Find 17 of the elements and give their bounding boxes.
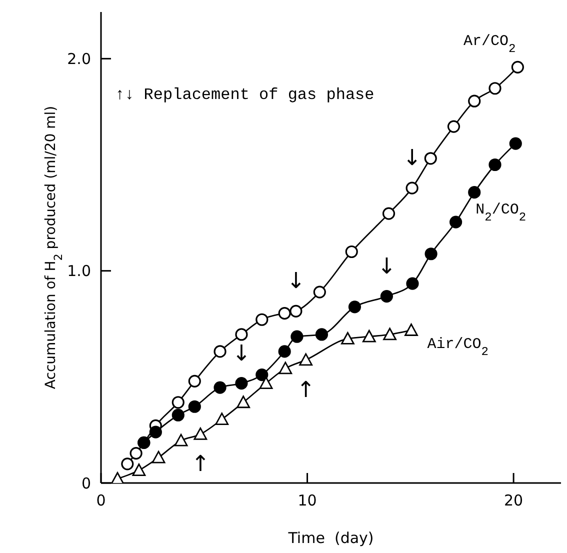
annotation: ↓ [286,269,306,294]
series-label: Air/CO$_{2}$ [427,336,488,360]
x-tick-label: 10 [298,492,317,510]
y-tick-label: 1.0 [67,262,91,280]
annotation: ↑ [296,378,316,403]
series-label: Ar/CO$_{2}$ [463,33,516,56]
series-label: N$_{2}$/CO$_{2}$ [476,202,526,225]
x-tick-label: 0 [96,492,106,510]
x-axis-title: Time (day) [287,529,374,547]
y-tick-label: 2.0 [67,50,91,68]
annotation: ↓ [377,254,396,280]
x-tick-label: 20 [504,492,524,510]
annotation: ↑↓ Replacement of gas phase [115,86,374,104]
annotation: ↓ [232,341,251,366]
annotation: ↓ [402,146,422,172]
y-tick-label: 0 [81,474,91,492]
annotation: ↑ [191,452,210,478]
